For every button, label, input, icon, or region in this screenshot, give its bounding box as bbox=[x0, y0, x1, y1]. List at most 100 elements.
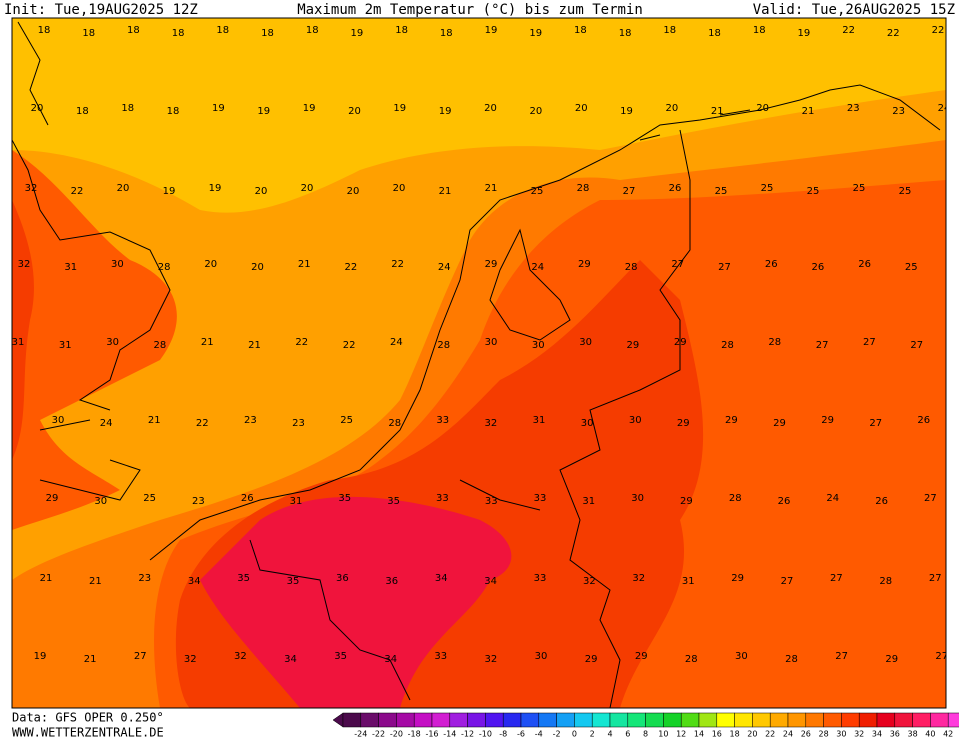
temperature-value: 22 bbox=[887, 28, 900, 39]
scale-swatch bbox=[520, 712, 540, 728]
scale-label: -24 bbox=[354, 730, 367, 739]
scale-swatch bbox=[716, 712, 735, 728]
temperature-value: 33 bbox=[534, 493, 547, 504]
temperature-value: 18 bbox=[121, 103, 134, 114]
website: WWW.WETTERZENTRALE.DE bbox=[12, 726, 164, 740]
temperature-value: 27 bbox=[924, 493, 937, 504]
temperature-value: 18 bbox=[619, 28, 632, 39]
temperature-value: 30 bbox=[581, 418, 594, 429]
temperature-value: 19 bbox=[529, 28, 542, 39]
temperature-value: 19 bbox=[439, 106, 452, 117]
scale-label: -8 bbox=[499, 730, 507, 739]
scale-swatch bbox=[449, 712, 468, 728]
temperature-value: 29 bbox=[578, 259, 591, 270]
temperature-value: 19 bbox=[485, 25, 498, 36]
temperature-value: 19 bbox=[34, 651, 47, 662]
temperature-value: 28 bbox=[785, 654, 798, 665]
scale-label: 4 bbox=[607, 730, 612, 739]
temperature-value: 25 bbox=[761, 183, 774, 194]
scale-swatch bbox=[645, 712, 664, 728]
temperature-field: 18 18 18 18 18 18 18 19 18 18 19 19 18 18 18 18 18 19 22 22… bbox=[12, 18, 946, 708]
temperature-value: 25 bbox=[715, 186, 728, 197]
temperature-value: 26 bbox=[858, 259, 871, 270]
temperature-value: 27 bbox=[671, 259, 684, 270]
temperature-value: 18 bbox=[216, 25, 229, 36]
temperature-value: 32 bbox=[632, 573, 645, 584]
temperature-value: 20 bbox=[117, 183, 130, 194]
scale-label: 36 bbox=[890, 730, 900, 739]
scale-label: 24 bbox=[783, 730, 793, 739]
temperature-value: 18 bbox=[574, 25, 587, 36]
temperature-value: 25 bbox=[899, 186, 912, 197]
temperature-value: 29 bbox=[731, 573, 744, 584]
scale-label: 20 bbox=[747, 730, 757, 739]
temperature-value: 20 bbox=[31, 103, 44, 114]
temperature-value: 26 bbox=[669, 183, 682, 194]
temperature-value: 25 bbox=[853, 183, 866, 194]
scale-swatch bbox=[823, 712, 842, 728]
temperature-value: 30 bbox=[94, 496, 107, 507]
scale-label: 28 bbox=[819, 730, 829, 739]
temperature-value: 30 bbox=[579, 337, 592, 348]
temperature-value: 28 bbox=[729, 493, 742, 504]
temperature-value: 29 bbox=[674, 337, 687, 348]
scale-swatch bbox=[734, 712, 753, 728]
scale-swatch bbox=[841, 712, 860, 728]
temperature-value: 22 bbox=[295, 337, 308, 348]
scale-label: -22 bbox=[372, 730, 385, 739]
temperature-value: 31 bbox=[290, 496, 303, 507]
temperature-value: 27 bbox=[830, 573, 843, 584]
scale-swatch bbox=[680, 712, 700, 728]
temperature-value: 20 bbox=[393, 183, 406, 194]
temperature-value: 21 bbox=[485, 183, 498, 194]
temperature-value: 23 bbox=[892, 106, 905, 117]
init-time: Init: Tue,19AUG2025 12Z bbox=[4, 2, 198, 18]
temperature-value: 19 bbox=[209, 183, 222, 194]
scale-swatch bbox=[912, 712, 931, 728]
temperature-value: 21 bbox=[802, 106, 815, 117]
temperature-value: 19 bbox=[620, 106, 633, 117]
scale-swatch bbox=[663, 712, 682, 728]
temperature-value: 29 bbox=[585, 654, 598, 665]
scale-label: 42 bbox=[943, 730, 953, 739]
scale-swatch bbox=[556, 712, 575, 728]
temperature-value: 30 bbox=[631, 493, 644, 504]
temperature-value: 35 bbox=[387, 496, 400, 507]
scale-label: -4 bbox=[535, 730, 543, 739]
temperature-value: 28 bbox=[625, 262, 638, 273]
temperature-value: 18 bbox=[127, 25, 140, 36]
temperature-value: 22 bbox=[842, 25, 855, 36]
temperature-value: 18 bbox=[663, 25, 676, 36]
scale-swatch bbox=[752, 712, 771, 728]
temperature-value: 20 bbox=[529, 106, 542, 117]
temperature-value: 27 bbox=[835, 651, 848, 662]
map-frame bbox=[11, 17, 947, 709]
temperature-value: 21 bbox=[298, 259, 311, 270]
temperature-value: 28 bbox=[577, 183, 590, 194]
scale-label: 18 bbox=[730, 730, 740, 739]
temperature-value: 29 bbox=[680, 496, 693, 507]
temperature-value: 27 bbox=[869, 418, 882, 429]
temperature-value: 35 bbox=[237, 573, 250, 584]
scale-label: 12 bbox=[676, 730, 686, 739]
temperature-value: 34 bbox=[284, 654, 297, 665]
map-title: Maximum 2m Temperatur (°C) bis zum Termi… bbox=[297, 2, 643, 18]
temperature-value: 18 bbox=[38, 25, 51, 36]
temperature-value: 33 bbox=[434, 651, 447, 662]
scale-swatch bbox=[485, 712, 504, 728]
scale-swatch bbox=[538, 712, 557, 728]
temperature-value: 30 bbox=[532, 340, 545, 351]
temperature-value: 23 bbox=[244, 415, 257, 426]
temperature-value: 27 bbox=[910, 340, 923, 351]
temperature-value: 36 bbox=[385, 576, 398, 587]
scale-swatch bbox=[947, 712, 959, 728]
temperature-value: 22 bbox=[343, 340, 356, 351]
scale-label: 6 bbox=[625, 730, 630, 739]
temperature-value: 24 bbox=[531, 262, 544, 273]
color-scale: -24 -22 -20 -18 -16 -14 -12 -10 -8 -6 -4 -2 0 2 4 6 8 10 1… bbox=[332, 712, 959, 739]
scale-label: 38 bbox=[908, 730, 918, 739]
scale-label: 32 bbox=[854, 730, 864, 739]
scale-label: 30 bbox=[836, 730, 846, 739]
temperature-value: 27 bbox=[929, 573, 942, 584]
scale-label: 26 bbox=[801, 730, 811, 739]
